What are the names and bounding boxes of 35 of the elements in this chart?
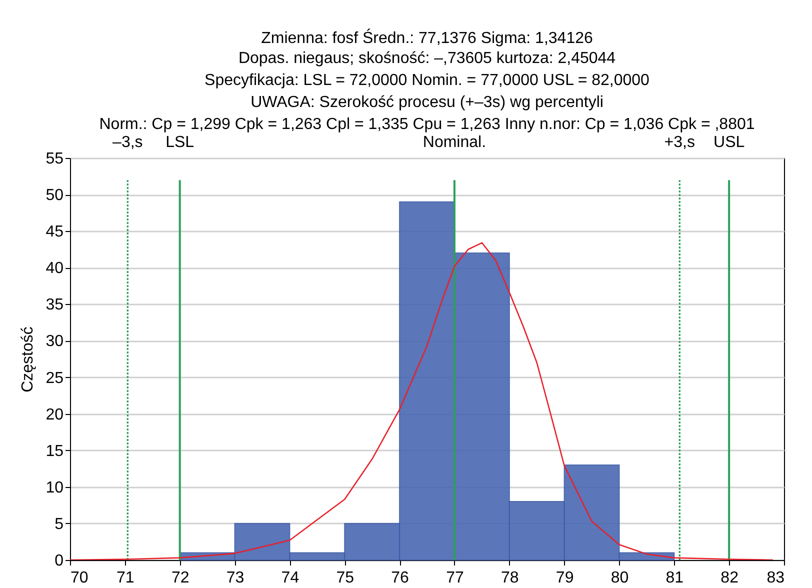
x-tick-label: 83 [766,570,785,586]
y-tick-label: 10 [46,479,64,496]
y-tick-label: 30 [46,333,64,350]
ref-line-label: –3,s [112,134,143,151]
y-tick-label: 15 [46,442,64,460]
x-tick-label: 79 [556,570,574,586]
x-tick-label: 76 [391,570,410,586]
x-tick-label: 80 [610,570,629,586]
x-tick-label: 82 [720,570,739,586]
x-tick-label: 74 [281,570,300,586]
y-tick-label: 0 [54,552,64,570]
y-tick-label: 20 [46,406,64,424]
ref-line-label: Nominal. [422,134,486,151]
chart-title: Zmienna: fosf Średn.: 77,1376 Sigma: 1,34126 [261,28,593,47]
x-tick-label: 81 [666,570,684,586]
y-tick-label: 25 [46,370,64,387]
x-tick-label: 75 [336,570,354,586]
y-tick-label: 50 [46,187,64,204]
x-tick-label: 77 [446,570,464,586]
ref-line-label: LSL [166,134,194,151]
x-tick-label: 73 [226,570,244,586]
x-tick-label: 71 [116,570,134,586]
line-series [70,242,774,560]
y-axis-title: Częstość [20,326,37,392]
y-tick-label: 40 [46,260,64,278]
y-tick-label: 35 [46,296,64,314]
y-tick-label: 5 [54,516,64,533]
chart-subtitle: Dopas. niegaus; skośność: –,73605 kurtoza: 2,45044 Specyfikacja: LSL = 72,0000 Nomin. = 77,0000 USL = 82,0000 UWAGA: Szerokość procesu (+–3s) wg percentyli Norm.: Cp = 1,299 Cpk = 1,263 Cpl = 1,335 Cpu = 1,263 Inny n.nor: Cp = 1,036 Cpk = ,8801 [99,50,755,133]
y-tick-label: 45 [46,224,64,241]
ref-line-label: +3,s [664,134,695,151]
x-tick-label: 78 [500,570,519,586]
x-tick-label: 70 [70,570,88,586]
ref-line-label: USL [714,134,745,151]
x-tick-label: 72 [171,570,190,586]
y-tick-label: 55 [46,150,64,168]
